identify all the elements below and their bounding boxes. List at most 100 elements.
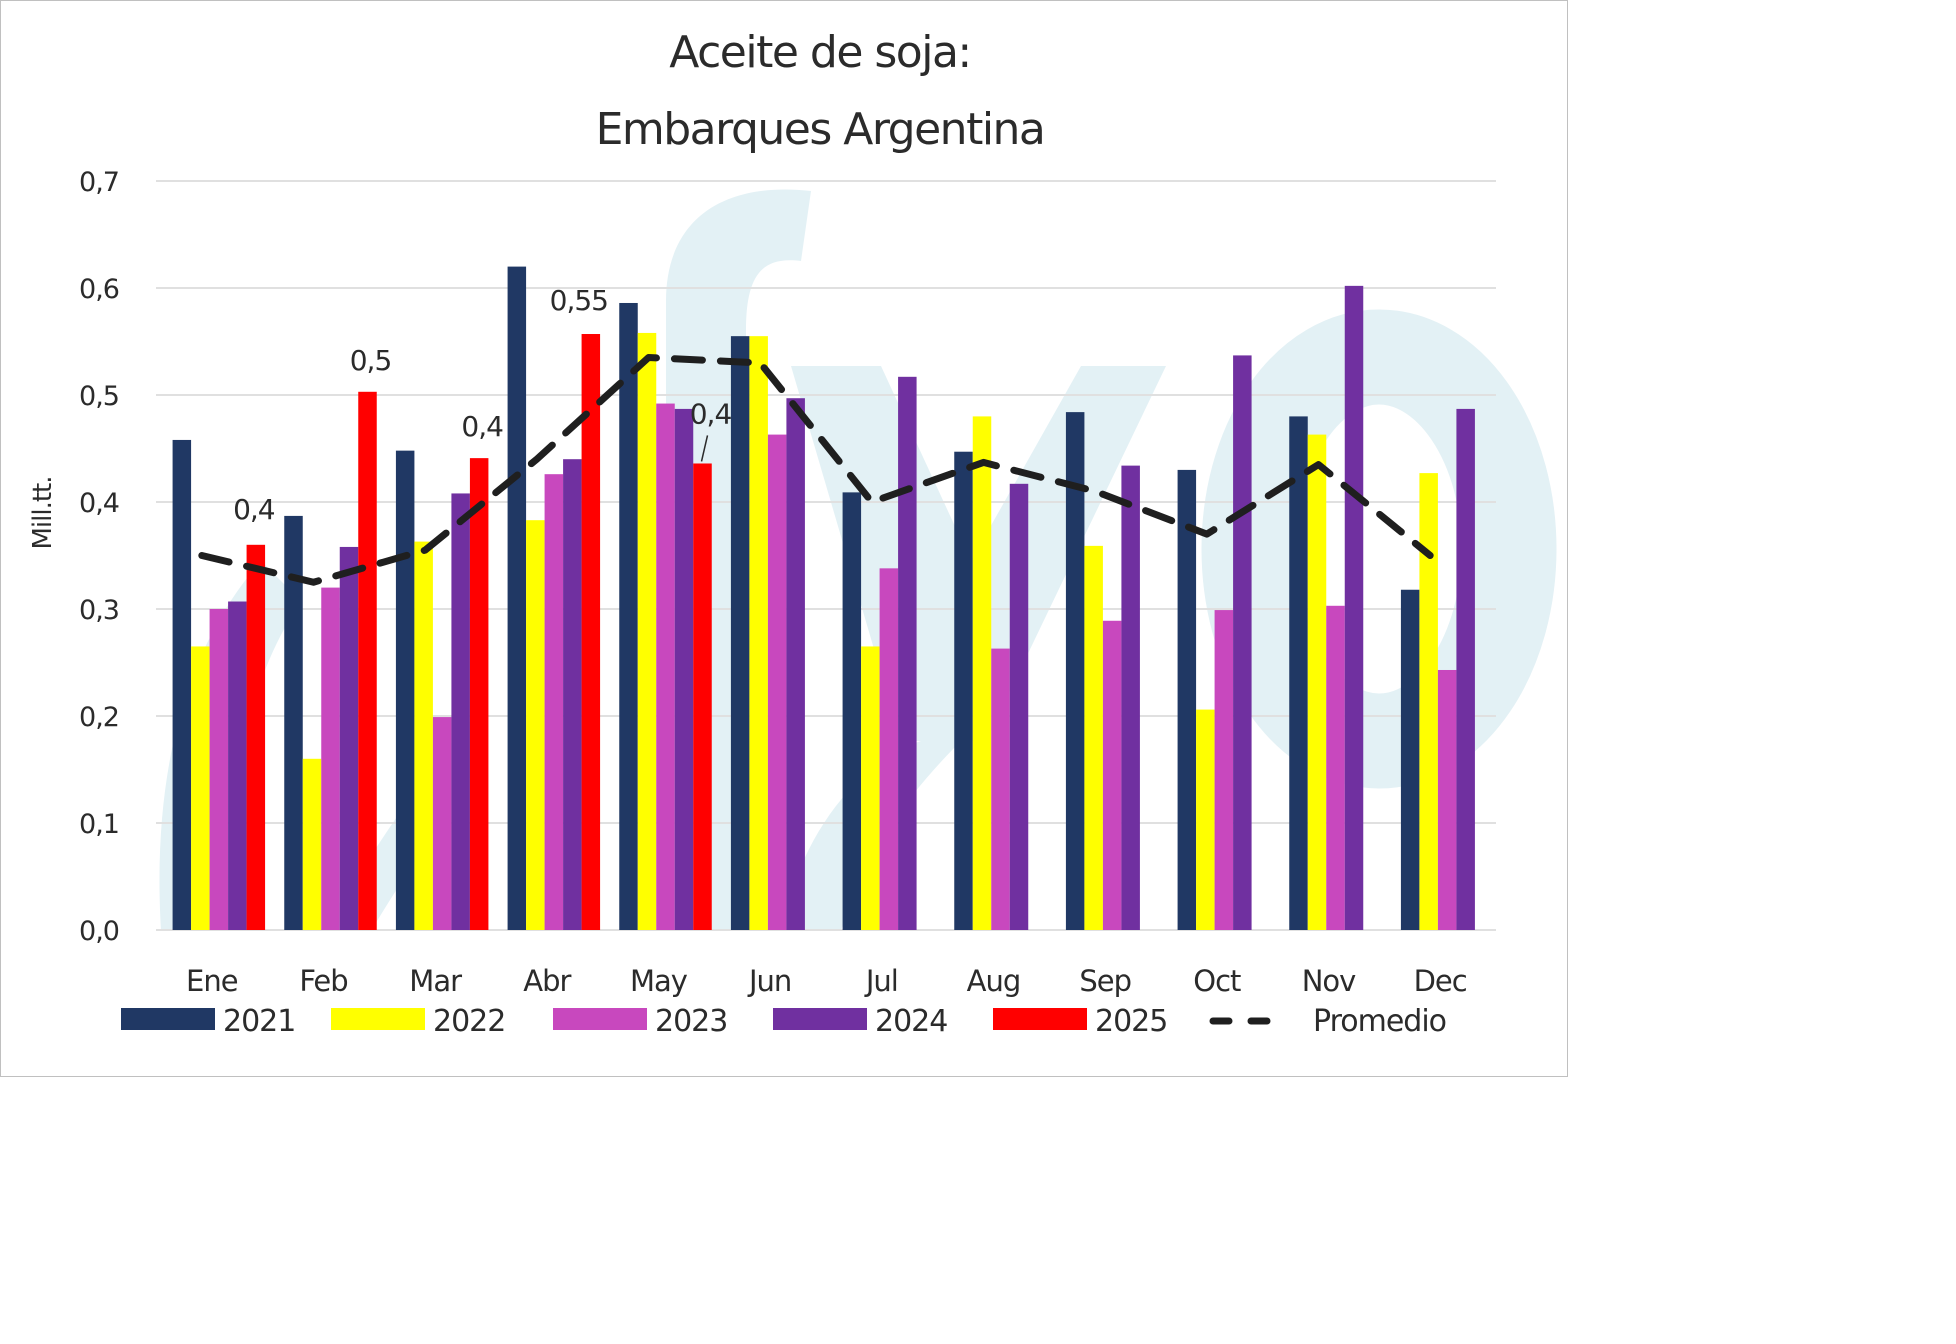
legend-label: 2024: [875, 1004, 947, 1039]
data-label-2025-May: 0,4: [690, 397, 732, 430]
x-axis-categories: Ene Feb Mar Abr May Jun Jul Aug Sep Oct Nov Dec: [186, 964, 1468, 998]
y-tick-label: 0,7: [79, 167, 119, 198]
legend: 2021 2022 2023 2024 2025 Promedio: [121, 1004, 1447, 1039]
y-tick-label: 0,3: [79, 595, 119, 626]
x-tick-label: Feb: [299, 964, 347, 998]
data-label-2025-Mar: 0,4: [461, 410, 503, 443]
bar-2022-Jul: [861, 646, 880, 930]
bar-2023-May: [656, 403, 675, 930]
data-label-2025-Ene: 0,4: [233, 493, 275, 526]
bar-2022-Nov: [1307, 434, 1327, 930]
bar-2022-May: [637, 332, 657, 930]
y-axis-label: Mill.tt.: [28, 476, 58, 549]
legend-label: 2021: [223, 1004, 295, 1039]
bar-2021-Sep: [1065, 412, 1085, 930]
x-tick-label: Mar: [409, 964, 462, 998]
bar-2025-Feb: [358, 391, 377, 930]
legend-swatch: [121, 1008, 215, 1030]
bars: [172, 266, 1475, 931]
bar-2023-Sep: [1102, 620, 1122, 930]
x-tick-label: Ene: [186, 964, 238, 998]
bar-2025-Abr: [581, 334, 601, 930]
bar-2022-Oct: [1196, 709, 1215, 930]
chart-subtitle: Embarques Argentina: [596, 104, 1045, 155]
gridlines: [156, 180, 1496, 931]
bar-2022-Ene: [191, 646, 210, 930]
legend-item-2024: 2024: [773, 1004, 948, 1039]
bar-2025-Ene: [246, 544, 266, 930]
bar-2024-Sep: [1121, 465, 1140, 930]
legend-item-Promedio: Promedio: [1209, 1004, 1447, 1039]
bar-2024-Nov: [1344, 285, 1364, 930]
y-tick-label: 0,4: [79, 488, 119, 519]
bar-2021-Ene: [172, 439, 192, 930]
bar-2021-Abr: [507, 266, 527, 931]
bar-2021-Jun: [730, 336, 750, 930]
y-tick-label: 0,5: [79, 381, 119, 412]
bar-2024-Ene: [228, 601, 247, 930]
legend-item-2021: 2021: [121, 1004, 296, 1039]
bar-2023-Ene: [209, 609, 229, 930]
bar-2021-Feb: [284, 515, 303, 930]
bar-2023-Mar: [432, 717, 452, 930]
legend-swatch: [773, 1008, 867, 1030]
legend-label: Promedio: [1313, 1004, 1446, 1039]
legend-swatch: [331, 1008, 425, 1030]
bar-2021-Oct: [1177, 469, 1197, 930]
bar-2023-Aug: [991, 648, 1010, 930]
bar-2023-Jul: [879, 568, 899, 930]
y-tick-label: 0,6: [79, 274, 119, 305]
data-labels: 0,4 0,5 0,4 0,55 0,4: [233, 284, 732, 526]
x-tick-label: Jun: [747, 964, 791, 998]
bar-2025-Mar: [469, 458, 489, 930]
bar-2023-Oct: [1214, 610, 1234, 930]
x-tick-label: Jul: [864, 964, 898, 998]
data-label-2025-Feb: 0,5: [350, 344, 392, 377]
legend-item-2022: 2022: [331, 1004, 506, 1039]
bar-2022-Aug: [972, 416, 992, 930]
bar-2022-Dec: [1419, 473, 1438, 930]
x-tick-label: Aug: [967, 964, 1021, 998]
bar-2021-Dec: [1400, 589, 1420, 930]
bar-2024-Feb: [339, 546, 359, 930]
bar-2024-Dec: [1456, 408, 1475, 930]
bar-2024-Jun: [786, 398, 805, 931]
x-tick-label: Dec: [1414, 964, 1467, 998]
bar-2024-Jul: [898, 376, 917, 930]
bar-2024-Oct: [1233, 355, 1252, 930]
legend-item-2023: 2023: [553, 1004, 728, 1039]
bar-2021-Nov: [1289, 416, 1308, 930]
y-tick-label: 0,0: [79, 916, 119, 947]
legend-label: 2025: [1095, 1004, 1167, 1039]
legend-label: 2022: [433, 1004, 505, 1039]
legend-swatch: [993, 1008, 1087, 1030]
bar-2022-Sep: [1084, 545, 1103, 930]
bar-2023-Nov: [1326, 605, 1345, 930]
x-tick-label: May: [630, 964, 688, 998]
x-tick-label: Nov: [1302, 964, 1356, 998]
bar-2024-Aug: [1009, 483, 1029, 930]
bar-2023-Abr: [544, 474, 564, 930]
bar-2022-Mar: [414, 541, 433, 930]
data-label-2025-Abr: 0,55: [550, 284, 608, 317]
bar-2022-Feb: [302, 758, 322, 930]
bar-2024-Mar: [451, 493, 470, 930]
y-tick-label: 0,2: [79, 702, 119, 733]
bar-2024-May: [674, 408, 694, 930]
bar-2021-Mar: [395, 450, 415, 930]
promedio-line: [198, 354, 1434, 586]
bar-2021-Jul: [842, 492, 862, 930]
x-tick-label: Sep: [1079, 964, 1131, 998]
label-leader-line: [700, 435, 709, 462]
bar-2022-Jun: [749, 336, 768, 930]
bar-2021-Aug: [954, 451, 973, 930]
bar-2023-Dec: [1437, 669, 1457, 930]
bar-2022-Abr: [526, 520, 545, 930]
legend-label: 2023: [655, 1004, 727, 1039]
x-tick-label: Abr: [523, 964, 571, 998]
promedio-line-path: [198, 354, 1434, 586]
legend-swatch: [553, 1008, 647, 1030]
bar-2023-Jun: [767, 434, 787, 930]
x-tick-label: Oct: [1193, 964, 1241, 998]
y-axis-ticks: 0,0 0,1 0,2 0,3 0,4 0,5 0,6 0,7: [79, 167, 120, 947]
